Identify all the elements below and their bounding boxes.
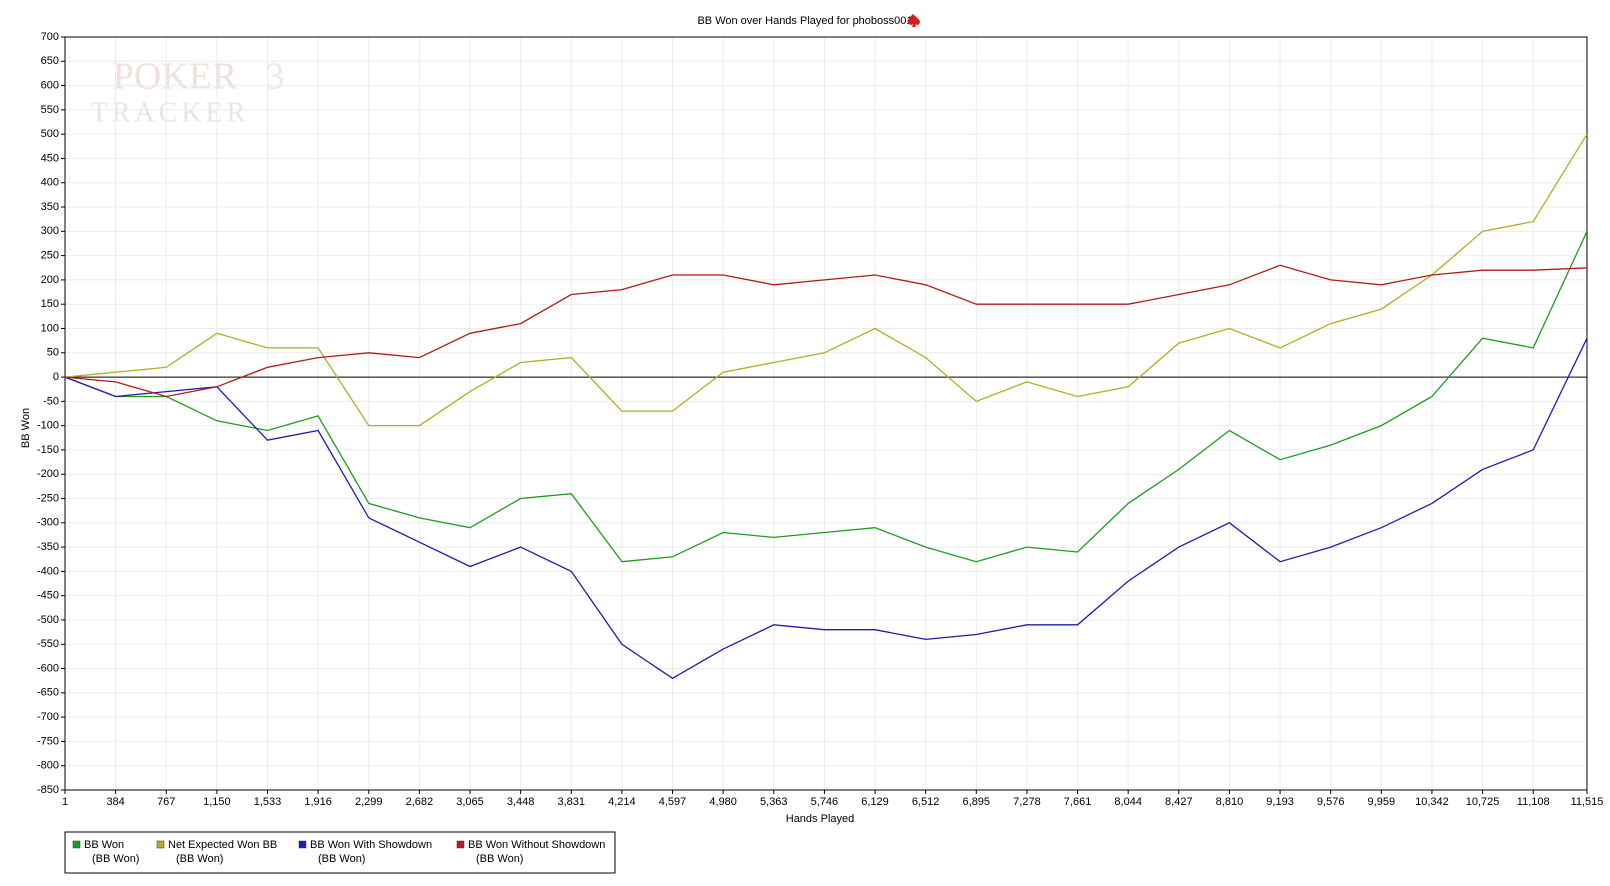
legend-sublabel: (BB Won) [318, 853, 365, 865]
y-tick-label: -150 [37, 444, 59, 456]
y-tick-label: -50 [43, 395, 59, 407]
legend-label: BB Won Without Showdown [468, 839, 605, 851]
y-tick-label: 0 [53, 371, 59, 383]
x-tick-label: 6,512 [912, 796, 940, 808]
y-tick-label: 200 [41, 274, 59, 286]
y-tick-label: 500 [41, 128, 59, 140]
x-tick-label: 384 [106, 796, 124, 808]
x-tick-label: 2,299 [355, 796, 383, 808]
x-tick-label: 4,980 [709, 796, 737, 808]
x-tick-label: 9,193 [1266, 796, 1294, 808]
chart-title: BB Won over Hands Played for phoboss001 [697, 15, 912, 27]
watermark: TRACKER [91, 97, 250, 128]
y-tick-label: 350 [41, 201, 59, 213]
y-tick-label: 650 [41, 55, 59, 67]
x-axis-label: Hands Played [786, 813, 855, 825]
x-tick-label: 1,533 [254, 796, 282, 808]
y-tick-label: 250 [41, 250, 59, 262]
y-tick-label: -800 [37, 760, 59, 772]
title-icon [907, 14, 921, 27]
series-line [64, 133, 1588, 427]
x-tick-label: 1 [62, 796, 68, 808]
y-tick-label: 300 [41, 225, 59, 237]
y-tick-label: -650 [37, 687, 59, 699]
legend-label: BB Won With Showdown [310, 839, 432, 851]
series-line [64, 337, 1588, 680]
y-tick-label: -750 [37, 735, 59, 747]
y-tick-label: -200 [37, 468, 59, 480]
series-line [64, 231, 1588, 563]
legend-box [64, 831, 616, 874]
y-tick-label: 100 [41, 322, 59, 334]
legend-sublabel: (BB Won) [476, 853, 523, 865]
y-tick-label: 550 [41, 104, 59, 116]
x-tick-label: 9,959 [1368, 796, 1396, 808]
x-tick-label: 7,278 [1013, 796, 1041, 808]
y-tick-label: -400 [37, 565, 59, 577]
watermark: POKER [113, 56, 238, 98]
y-tick-label: 600 [41, 79, 59, 91]
y-tick-label: -700 [37, 711, 59, 723]
watermark: 3 [266, 56, 285, 98]
x-tick-label: 3,448 [507, 796, 535, 808]
y-tick-label: -350 [37, 541, 59, 553]
legend-sublabel: (BB Won) [92, 853, 139, 865]
x-tick-label: 3,831 [558, 796, 586, 808]
x-tick-label: 5,746 [811, 796, 839, 808]
x-tick-label: 2,682 [406, 796, 434, 808]
x-tick-label: 8,044 [1114, 796, 1142, 808]
x-tick-label: 7,661 [1064, 796, 1092, 808]
x-tick-label: 11,515 [1571, 796, 1604, 808]
plot-frame [64, 36, 1588, 791]
x-tick-label: 11,108 [1517, 796, 1550, 808]
x-tick-label: 10,342 [1415, 796, 1449, 808]
y-tick-label: 50 [47, 347, 59, 359]
y-tick-label: -250 [37, 492, 59, 504]
y-tick-label: 150 [41, 298, 59, 310]
y-tick-label: -100 [37, 420, 59, 432]
legend-swatch [298, 840, 307, 849]
x-tick-label: 6,129 [861, 796, 889, 808]
x-tick-label: 8,427 [1165, 796, 1193, 808]
x-tick-label: 5,363 [760, 796, 788, 808]
legend-label: Net Expected Won BB [168, 839, 277, 851]
legend-label: BB Won [84, 839, 124, 851]
x-tick-label: 767 [157, 796, 175, 808]
x-tick-label: 1,916 [304, 796, 332, 808]
x-tick-label: 9,576 [1317, 796, 1345, 808]
legend-swatch [156, 840, 165, 849]
y-tick-label: -550 [37, 638, 59, 650]
y-tick-label: 450 [41, 152, 59, 164]
x-tick-label: 8,810 [1216, 796, 1244, 808]
x-tick-label: 4,214 [608, 796, 636, 808]
y-tick-label: -300 [37, 517, 59, 529]
y-tick-label: 700 [41, 31, 59, 43]
y-tick-label: -500 [37, 614, 59, 626]
legend-sublabel: (BB Won) [176, 853, 223, 865]
x-tick-label: 1,150 [203, 796, 231, 808]
x-tick-label: 3,065 [456, 796, 484, 808]
y-axis-label: BB Won [20, 408, 32, 448]
y-tick-label: -600 [37, 662, 59, 674]
series-line [64, 264, 1588, 398]
legend-swatch [456, 840, 465, 849]
y-tick-label: -450 [37, 590, 59, 602]
x-tick-label: 10,725 [1466, 796, 1500, 808]
x-tick-label: 6,895 [963, 796, 991, 808]
y-tick-label: -850 [37, 784, 59, 796]
legend-swatch [72, 840, 81, 849]
y-tick-label: 400 [41, 177, 59, 189]
x-tick-label: 4,597 [659, 796, 687, 808]
